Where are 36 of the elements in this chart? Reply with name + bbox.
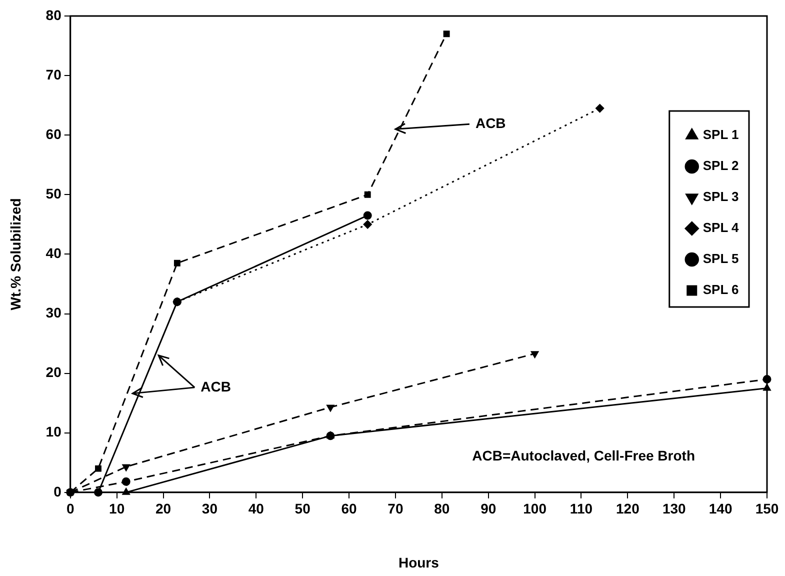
x-tick-label: 100 bbox=[523, 500, 547, 517]
x-tick-label: 120 bbox=[616, 500, 640, 517]
x-tick-label: 130 bbox=[662, 500, 686, 517]
legend-label: SPL 5 bbox=[702, 251, 739, 266]
x-tick-label: 80 bbox=[434, 500, 450, 517]
x-tick-label: 60 bbox=[341, 500, 358, 517]
x-tick-label: 90 bbox=[480, 500, 496, 517]
x-tick-label: 50 bbox=[294, 500, 311, 517]
y-tick-label: 30 bbox=[46, 304, 62, 321]
x-tick-label: 30 bbox=[202, 500, 218, 517]
legend-label: SPL 6 bbox=[702, 282, 739, 298]
y-tick-label: 10 bbox=[46, 424, 62, 440]
annotation: ACB bbox=[200, 378, 231, 394]
legend-label: SPL 2 bbox=[702, 158, 739, 174]
y-tick-label: 40 bbox=[46, 245, 62, 262]
legend-label: SPL 1 bbox=[702, 127, 739, 142]
y-tick-label: 80 bbox=[46, 6, 62, 23]
y-tick-label: 0 bbox=[54, 483, 62, 500]
y-axis-title: Wt.% Solubilized bbox=[7, 198, 24, 310]
legend-label: SPL 4 bbox=[702, 220, 740, 236]
x-tick-label: 70 bbox=[388, 500, 404, 517]
x-tick-label: 0 bbox=[66, 500, 74, 517]
y-tick-label: 50 bbox=[46, 186, 62, 202]
y-tick-label: 20 bbox=[46, 364, 62, 380]
x-tick-label: 20 bbox=[155, 500, 172, 517]
legend-label: SPL 3 bbox=[702, 189, 739, 204]
x-tick-label: 40 bbox=[248, 500, 264, 517]
x-tick-label: 140 bbox=[708, 500, 732, 517]
annotation: ACB=Autoclaved, Cell-Free Broth bbox=[472, 447, 695, 464]
x-axis-title: Hours bbox=[398, 554, 440, 570]
x-tick-label: 10 bbox=[109, 500, 125, 517]
x-tick-label: 150 bbox=[755, 500, 779, 517]
y-tick-label: 60 bbox=[46, 126, 62, 142]
x-tick-label: 110 bbox=[570, 500, 593, 517]
y-tick-label: 70 bbox=[46, 66, 62, 82]
annotation: ACB bbox=[475, 115, 506, 132]
